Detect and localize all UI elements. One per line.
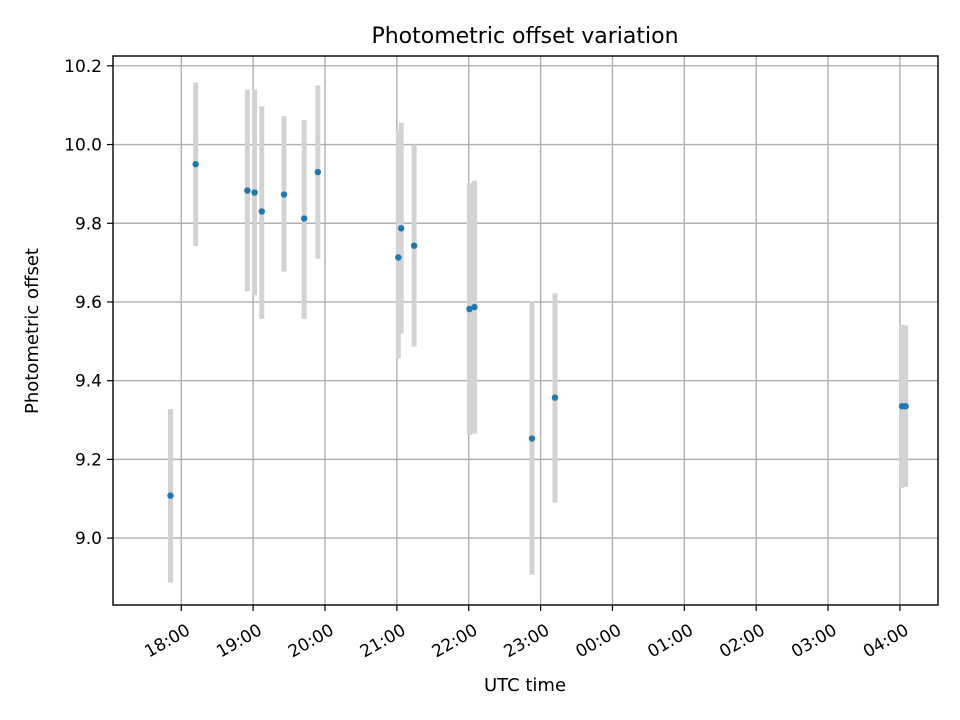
y-tick-label: 9.6	[75, 293, 102, 313]
y-tick-label: 10.2	[64, 57, 102, 77]
data-point	[551, 394, 559, 401]
data-point	[192, 161, 199, 168]
data-point	[397, 225, 405, 232]
data-point	[300, 215, 308, 222]
y-tick-label: 9.4	[75, 372, 102, 392]
y-tick-label: 9.0	[75, 529, 102, 549]
data-point	[466, 305, 473, 313]
data-point	[251, 189, 258, 196]
data-point	[471, 303, 478, 311]
y-tick-label: 9.8	[75, 214, 102, 234]
data-point	[314, 168, 322, 176]
plot-area-frame	[112, 55, 939, 606]
data-point	[410, 242, 418, 249]
x-axis-label: UTC time	[484, 675, 566, 696]
chart-title: Photometric offset variation	[371, 24, 678, 49]
grid-layer	[113, 56, 938, 605]
data-point	[280, 191, 288, 198]
data-point	[244, 187, 251, 194]
data-point	[902, 403, 909, 410]
y-axis-label: Photometric offset	[22, 248, 43, 414]
data-point	[258, 208, 265, 215]
data-point	[395, 254, 402, 261]
data-point	[167, 492, 174, 499]
data-point	[528, 435, 536, 442]
y-tick-label: 9.2	[75, 450, 102, 470]
data-point-layer	[167, 161, 909, 499]
y-tick-label: 10.0	[64, 136, 102, 156]
